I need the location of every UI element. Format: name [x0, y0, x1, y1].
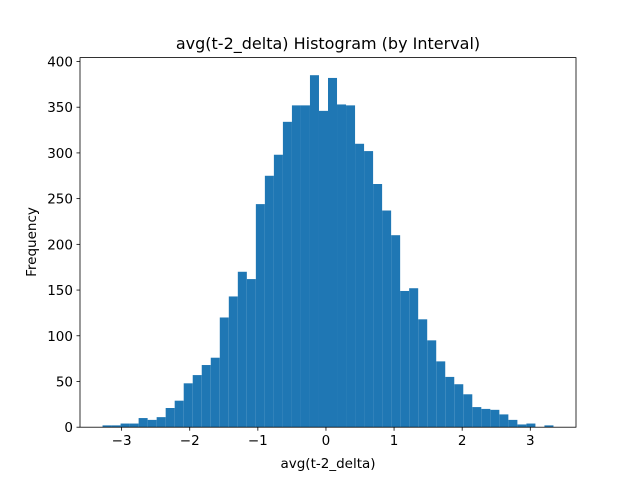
y-tick-label: 250 — [47, 192, 73, 208]
chart-title: avg(t-2_delta) Histogram (by Interval) — [176, 34, 480, 54]
bar — [129, 423, 139, 428]
bar — [391, 235, 401, 428]
y-tick-label: 200 — [47, 237, 73, 253]
bar — [147, 419, 157, 428]
x-tick-label: −3 — [112, 433, 132, 449]
bar — [337, 104, 347, 428]
bar — [517, 424, 527, 428]
bar — [165, 408, 175, 428]
bar — [418, 319, 428, 428]
bar — [499, 414, 509, 428]
bar — [472, 407, 482, 428]
bar — [373, 184, 383, 428]
x-tick-label: 0 — [322, 433, 331, 449]
bar — [219, 317, 229, 428]
bar — [192, 375, 202, 428]
bar — [436, 361, 446, 428]
bar — [445, 376, 455, 428]
bar — [346, 105, 356, 428]
bar — [481, 408, 491, 428]
y-tick-label: 0 — [64, 420, 73, 436]
x-axis-label: avg(t-2_delta) — [280, 456, 375, 472]
bar — [201, 365, 211, 428]
x-tick-label: −2 — [180, 433, 200, 449]
bar — [454, 384, 464, 428]
axes-frame — [79, 57, 577, 428]
bar — [427, 340, 437, 428]
bar — [309, 75, 319, 428]
bar — [463, 394, 473, 428]
bar — [291, 105, 301, 428]
bar — [210, 357, 220, 428]
x-tick-label: −1 — [248, 433, 268, 449]
bar — [138, 418, 148, 428]
bar — [183, 383, 193, 428]
bar — [246, 279, 256, 428]
y-tick-label: 50 — [56, 374, 73, 390]
bar — [400, 290, 410, 428]
bar — [490, 409, 500, 428]
bar — [508, 419, 518, 428]
x-tick-label: 1 — [390, 433, 399, 449]
bar — [174, 400, 184, 428]
bar — [228, 296, 238, 428]
bar — [318, 110, 328, 428]
bar — [273, 154, 283, 428]
bar — [526, 423, 536, 428]
x-tick-label: 3 — [526, 433, 535, 449]
bar — [300, 105, 310, 428]
bar — [382, 210, 392, 428]
y-axis-label: Frequency — [24, 207, 40, 277]
bar — [264, 175, 274, 428]
bar — [409, 288, 419, 428]
bar — [544, 425, 554, 428]
bar — [156, 417, 166, 428]
y-tick-label: 100 — [47, 329, 73, 345]
bar — [255, 204, 265, 428]
bar — [102, 425, 112, 428]
bar — [364, 151, 374, 428]
y-tick-label: 350 — [47, 100, 73, 116]
x-tick-label: 2 — [458, 433, 467, 449]
bar — [237, 271, 247, 428]
y-tick-label: 150 — [47, 283, 73, 299]
y-tick-label: 400 — [47, 54, 73, 70]
bar — [111, 425, 121, 428]
bar — [120, 423, 130, 428]
bar — [328, 77, 338, 428]
bar — [355, 143, 365, 428]
bar — [282, 121, 292, 428]
y-tick-label: 300 — [47, 146, 73, 162]
